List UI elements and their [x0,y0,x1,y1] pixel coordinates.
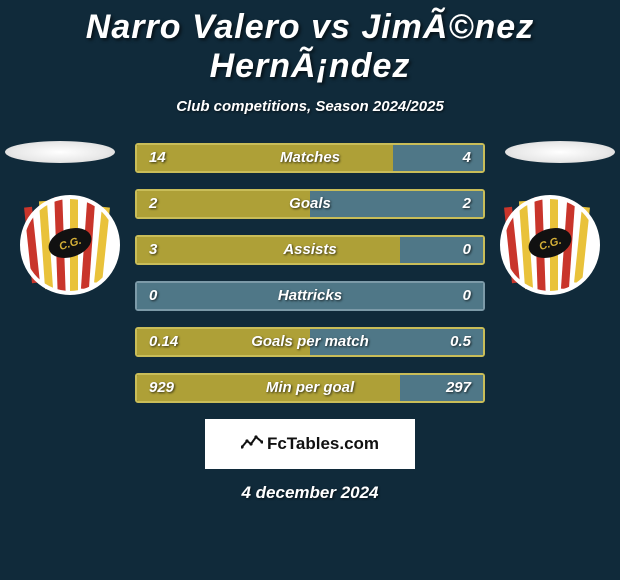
bar-left-segment [137,237,400,263]
footer-brand-text: FcTables.com [267,434,379,454]
comparison-panel: C.G. C.G. 144Matches 22Goals 30Assists 00Ha… [0,143,620,503]
club-badge-left: C.G. [20,195,120,295]
player-right-ellipse [505,141,615,163]
stat-bar: 929297Min per goal [135,373,485,403]
stat-bar: 0.140.5Goals per match [135,327,485,357]
bar-right-segment [310,283,483,309]
bar-right-segment [310,329,483,355]
chart-icon [241,433,263,456]
comparison-bars: 144Matches 22Goals 30Assists 00Hattricks 0.1… [135,143,485,403]
club-badge-right: C.G. [500,195,600,295]
subtitle: Club competitions, Season 2024/2025 [0,98,620,115]
bar-left-segment [137,191,310,217]
stat-bar: 30Assists [135,235,485,265]
stat-bar: 00Hattricks [135,281,485,311]
bar-left-segment [137,375,400,401]
bar-right-segment [400,375,483,401]
stat-bar: 144Matches [135,143,485,173]
bar-right-segment [310,191,483,217]
player-left-ellipse [5,141,115,163]
bar-left-segment [137,283,310,309]
date-text: 4 december 2024 [0,483,620,503]
bar-left-segment [137,329,310,355]
bar-right-segment [393,145,483,171]
footer-brand-box: FcTables.com [205,419,415,469]
bar-right-segment [400,237,483,263]
stat-bar: 22Goals [135,189,485,219]
page-title: Narro Valero vs JimÃ©nez HernÃ¡ndez [0,0,620,86]
bar-left-segment [137,145,393,171]
